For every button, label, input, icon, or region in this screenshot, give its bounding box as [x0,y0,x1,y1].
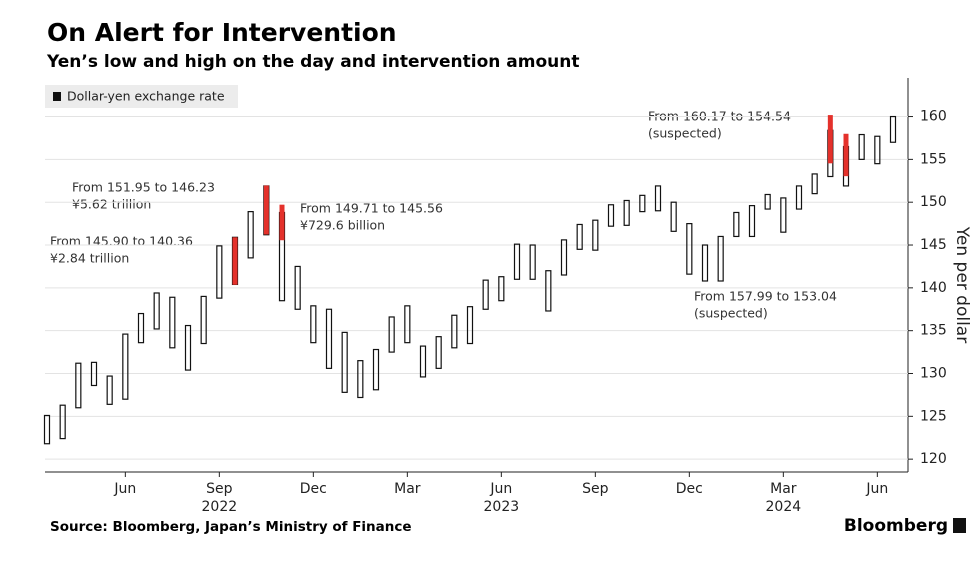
x-tick-label: Jun [489,481,512,497]
range-bar [184,324,192,371]
brand: Bloomberg [844,516,948,536]
y-tick-label: 150 [920,194,947,210]
x-tick-label: Dec [676,481,703,497]
annotation: ¥2.84 trillion [50,251,129,266]
range-bar [686,223,693,275]
x-year-label: 2024 [766,499,802,515]
range-bar [889,115,897,143]
range-bar [419,345,427,378]
intervention-bar [263,185,269,235]
range-bar [607,204,615,227]
range-bar [811,173,818,195]
x-tick-label: Sep [582,481,609,497]
range-bar [325,308,333,369]
annotation: (suspected) [648,126,722,141]
range-bar [357,360,364,399]
range-bar [435,336,442,369]
range-bar [106,375,113,405]
range-bar [310,305,317,344]
range-bar [294,265,301,310]
range-bar [153,292,160,330]
intervention-bar [232,237,238,285]
range-bar [874,135,881,165]
range-bar [639,194,646,213]
x-tick-label: Jun [865,481,888,497]
x-tick-label: Mar [394,481,421,497]
range-bar [498,276,505,302]
range-bar [670,201,677,232]
brand-icon [953,518,966,533]
range-bar [122,333,129,400]
source: Source: Bloomberg, Japan’s Ministry of F… [50,519,412,535]
range-bar [795,185,803,210]
range-bar [858,133,865,160]
y-tick-label: 130 [920,366,947,382]
x-tick-label: Dec [300,481,327,497]
range-bar [247,211,254,259]
range-bar [748,205,756,238]
annotation: From 157.99 to 153.04 [694,289,837,304]
range-bar [404,305,411,344]
range-bar [43,414,51,445]
x-year-label: 2023 [484,499,520,515]
range-bar [482,279,489,310]
y-tick-label: 135 [920,323,947,339]
annotation: (suspected) [694,306,768,321]
range-bar [75,362,82,409]
legend-box [45,85,238,108]
intervention-bar [843,133,849,177]
range-bar [545,270,552,312]
y-tick-label: 125 [920,408,947,424]
annotation: ¥5.62 trillion [72,197,151,212]
legend-swatch [53,92,61,101]
y-tick-label: 145 [920,237,947,253]
x-tick-label: Jun [113,481,136,497]
range-bar [654,185,662,212]
y-tick-label: 160 [920,109,947,125]
chart-subtitle: Yen’s low and high on the day and interv… [46,52,579,72]
range-bar [576,223,583,250]
x-tick-label: Sep [206,481,233,497]
range-bar [623,199,630,226]
range-bar [560,239,568,276]
range-bar [137,312,145,344]
range-bar [733,211,740,238]
y-tick-label: 155 [920,151,947,167]
chart-title: On Alert for Intervention [47,18,397,47]
range-bar [592,219,599,251]
range-bar [341,331,348,393]
range-bar [90,361,98,387]
y-axis-title: Yen per dollar [952,226,972,343]
range-bar [200,295,207,345]
annotation: From 151.95 to 146.23 [72,180,215,195]
range-bar [59,404,66,440]
annotation: From 149.71 to 145.56 [300,201,443,216]
range-bar [216,245,223,299]
annotation: From 160.17 to 154.54 [648,109,791,124]
intervention-bar [279,204,285,241]
legend-label: Dollar-yen exchange rate [67,89,225,104]
range-bar [764,193,771,210]
range-bar [717,235,724,282]
range-bar [169,296,176,349]
annotation: ¥729.6 billion [300,218,385,233]
y-tick-label: 120 [920,451,947,467]
range-bar [701,244,709,282]
annotation: From 145.90 to 140.36 [50,234,193,249]
range-bar [529,244,536,280]
intervention-bar [827,115,833,164]
range-bar [372,348,380,391]
range-bar [780,197,787,233]
y-tick-label: 140 [920,280,947,296]
x-tick-label: Mar [770,481,797,497]
range-bar [388,316,395,353]
range-bar [466,306,474,345]
x-year-label: 2022 [202,499,238,515]
range-bar [451,314,458,349]
range-bar [513,243,521,280]
